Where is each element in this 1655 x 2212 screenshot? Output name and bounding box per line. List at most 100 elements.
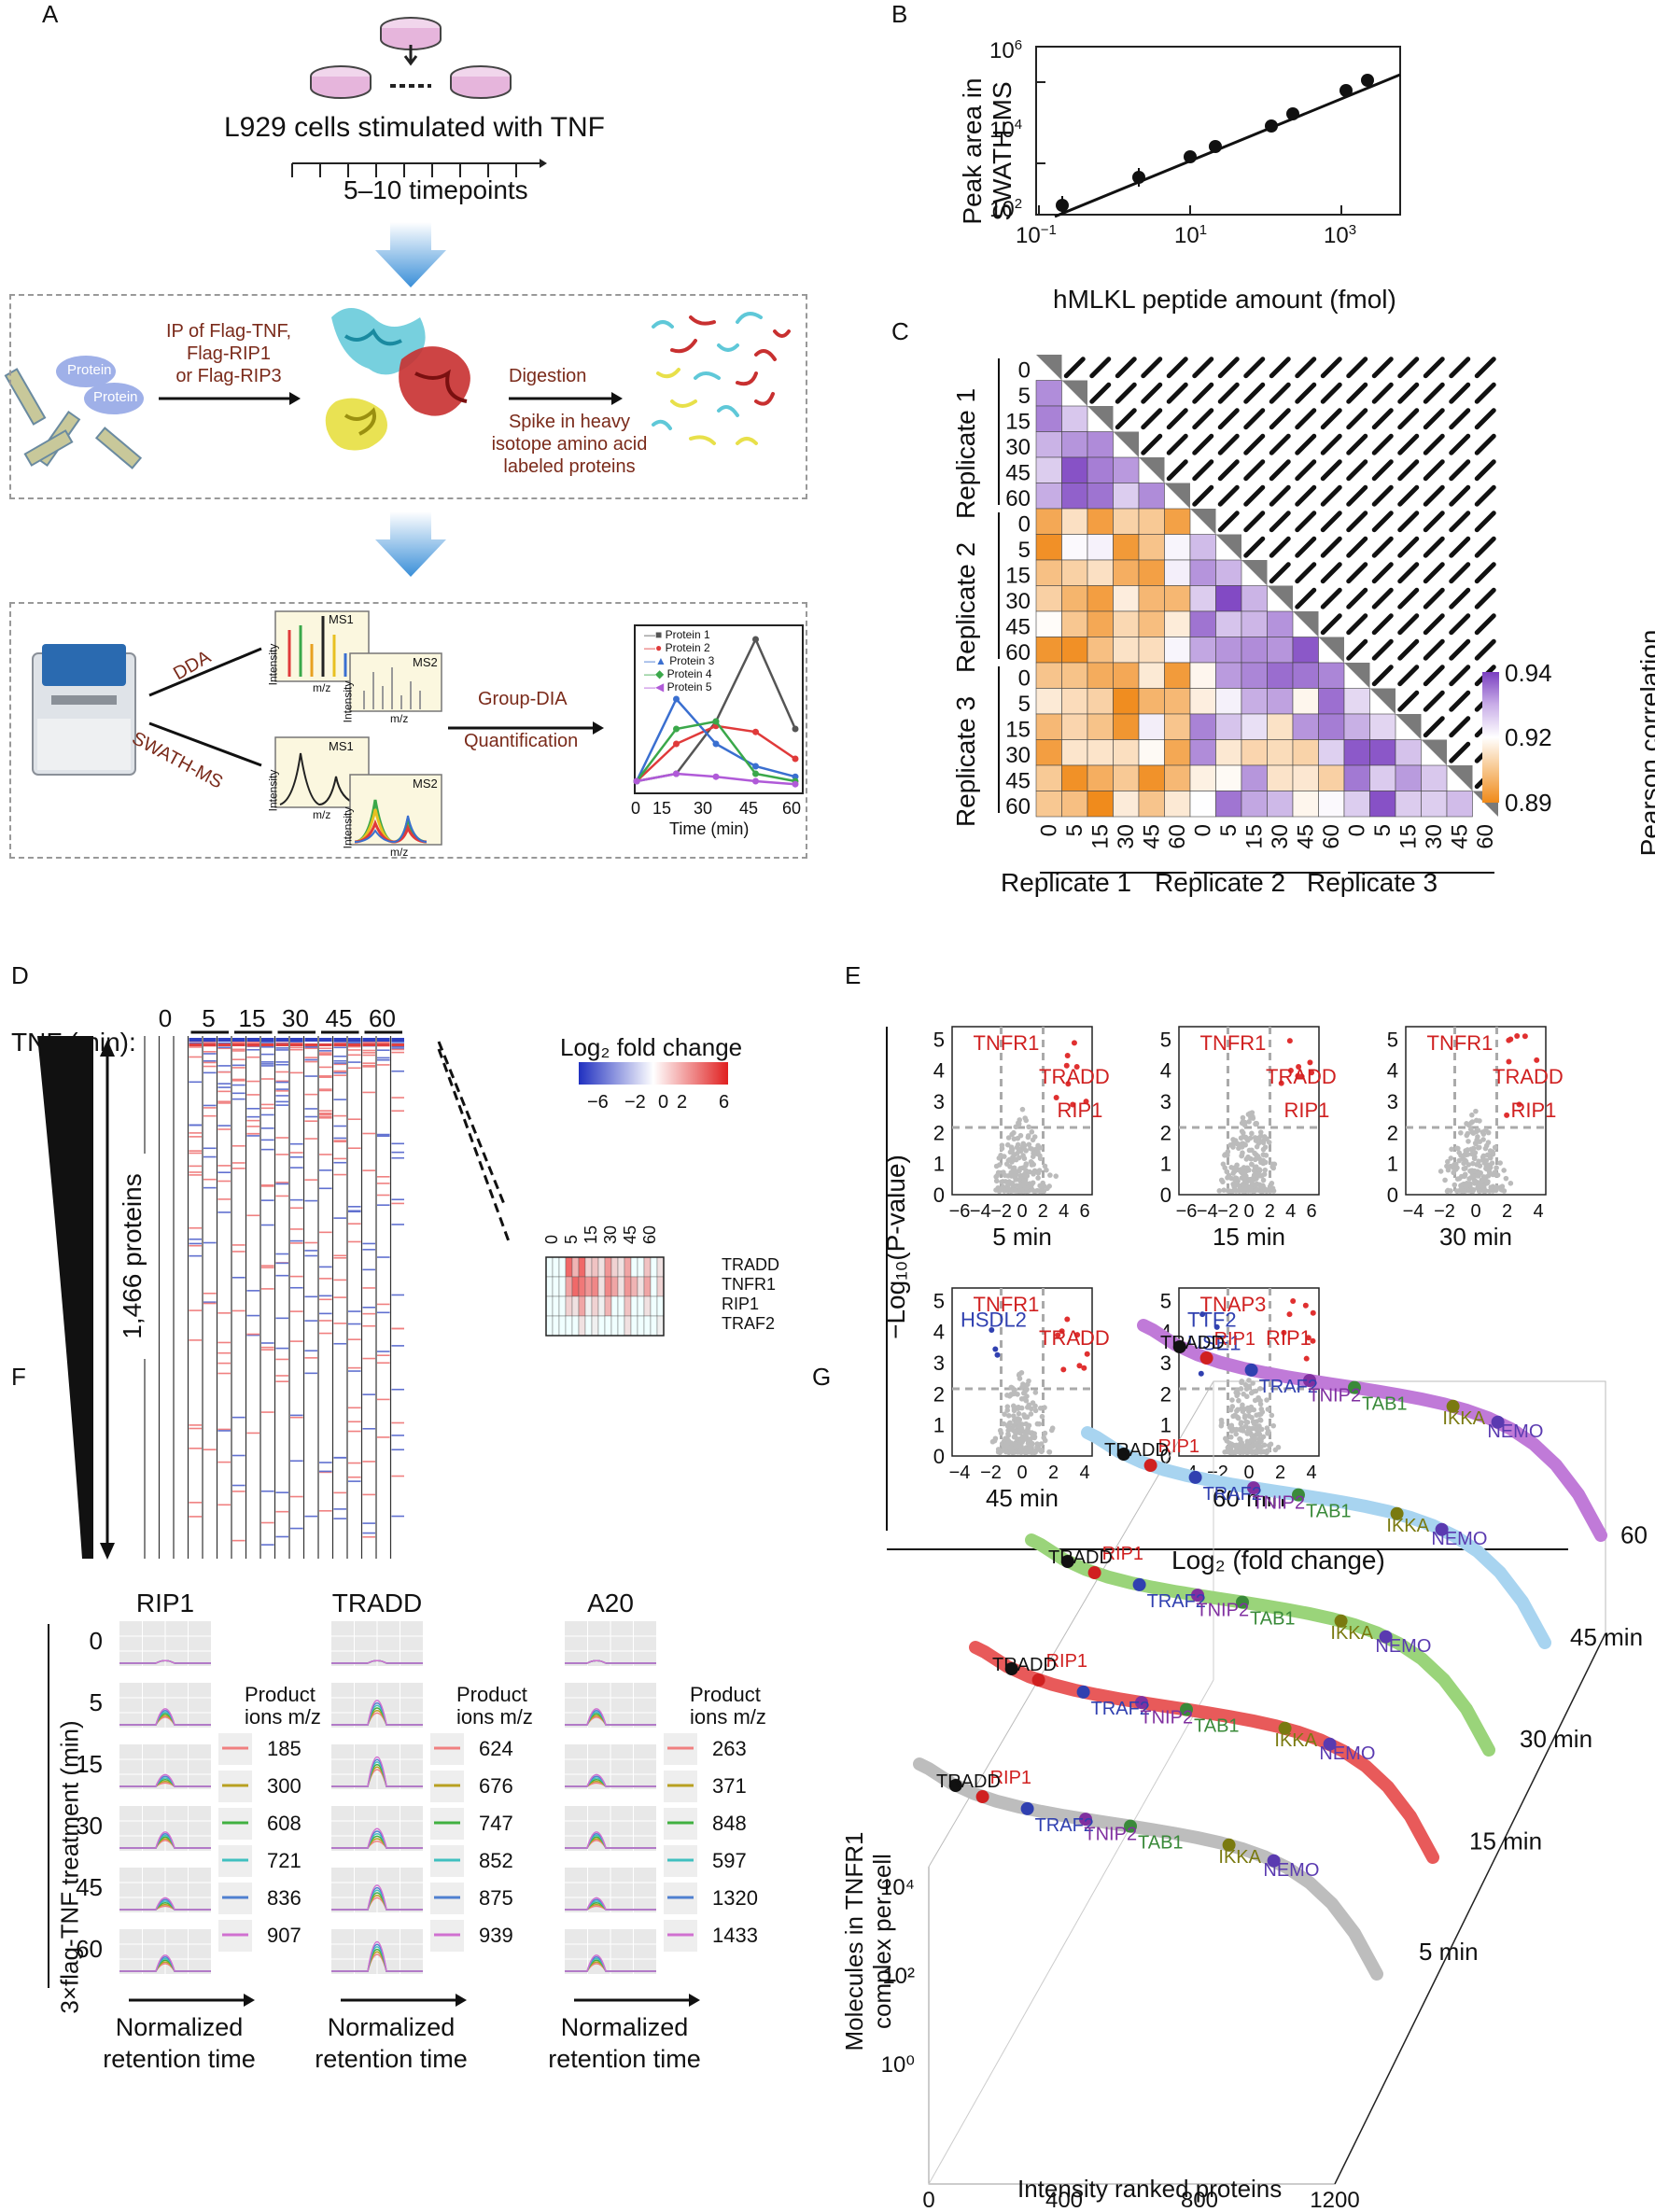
d-fold-mark: [203, 1301, 217, 1303]
g-protein-label: TNIP2: [1196, 1601, 1249, 1621]
d-fold-mark: [232, 1050, 245, 1052]
d-fold-mark: [246, 1042, 259, 1043]
d-fold-mark: [275, 1038, 288, 1042]
dda-ms2-spectrum: [349, 652, 442, 712]
volcano-point: [1021, 1171, 1027, 1178]
volcano-point: [1454, 1145, 1460, 1152]
d-fold-mark: [217, 1100, 231, 1103]
volcano-sig-point: [1514, 1033, 1521, 1040]
volcano-ytick: 0: [1160, 1445, 1171, 1468]
volcano-ytick: 3: [1160, 1351, 1171, 1375]
d-fold-mark: [217, 1312, 231, 1314]
d-fold-mark: [246, 1056, 259, 1058]
d-fold-mark: [275, 1347, 288, 1350]
volcano-point: [1508, 1181, 1514, 1186]
volcano-point: [1248, 1155, 1254, 1162]
scatter-mini: [1295, 382, 1317, 404]
volcano-point: [1017, 1376, 1023, 1381]
scatter-mini: [1243, 484, 1266, 507]
volcano-point: [1466, 1187, 1472, 1194]
d-fold-mark: [319, 1509, 332, 1512]
volcano-label: TRADD: [1039, 1065, 1110, 1088]
d-zoom-cell: [578, 1256, 586, 1278]
petri-dish-left: [310, 65, 372, 99]
d-fold-mark: [203, 1050, 217, 1053]
tc-legend-item: —◆ Protein 4: [644, 667, 712, 680]
volcano-point: [1233, 1431, 1240, 1437]
correlation-cell: [1035, 764, 1062, 791]
volcano-ytick: 4: [1160, 1059, 1171, 1083]
g-time-label: 15 min: [1469, 1827, 1542, 1855]
g-protein-label: TRADD: [1160, 1333, 1225, 1353]
d-fold-mark: [275, 1380, 288, 1382]
volcano-title: 45 min: [986, 1484, 1059, 1512]
d-fold-mark: [275, 1049, 288, 1051]
correlation-cell: [1113, 610, 1140, 637]
volcano-xtick: 0: [1017, 1201, 1027, 1222]
volcano-xtick: −2: [980, 1463, 1002, 1483]
d-fold-mark: [232, 1042, 245, 1043]
diagonal-cell: [1164, 483, 1190, 509]
tc-tick: 45: [739, 799, 759, 818]
volcano-point: [1016, 1146, 1021, 1152]
g-protein-marker: [1390, 1506, 1404, 1520]
d-fold-mark: [377, 1049, 390, 1052]
volcano-point: [1255, 1394, 1261, 1401]
d-fold-mark: [261, 1139, 274, 1141]
d-fold-mark: [391, 1421, 404, 1424]
g-protein-label: TNIP2: [1252, 1493, 1305, 1514]
correlation-cell: [1061, 405, 1088, 432]
f-ion-value: 300: [267, 1774, 302, 1798]
d-zoom-time: 45: [621, 1225, 639, 1244]
correlation-cell: [1164, 508, 1191, 535]
f-ion-value: 624: [479, 1737, 513, 1760]
volcano-point: [999, 1448, 1005, 1454]
volcano-point: [1244, 1442, 1250, 1448]
d-fold-mark: [217, 1180, 231, 1183]
d-fold-mark: [232, 1064, 245, 1067]
correlation-cell: [1292, 637, 1319, 664]
d-fold-mark: [232, 1079, 245, 1082]
d-fold-mark: [348, 1407, 361, 1409]
d-fold-mark: [319, 1075, 332, 1077]
d-fold-mark: [217, 1083, 231, 1085]
g-protein-marker: [1278, 1721, 1292, 1735]
volcano-point: [1023, 1148, 1029, 1154]
scatter-mini: [1397, 613, 1420, 636]
g-protein-label: TRAF2: [1147, 1591, 1206, 1612]
scatter-mini: [1320, 587, 1342, 609]
d-zoom-cell: [656, 1276, 665, 1297]
d-time-tick: 45: [326, 1004, 353, 1032]
scatter-mini: [1423, 638, 1445, 661]
volcano-xtick: 4: [1306, 1463, 1316, 1483]
scatter-mini: [1423, 433, 1445, 455]
d-fold-mark: [377, 1133, 390, 1136]
d-fold-mark: [290, 1239, 303, 1242]
volcano-point: [1270, 1422, 1277, 1429]
d-fold-mark: [319, 1266, 332, 1268]
scatter-mini: [1346, 638, 1368, 661]
g-xlabel: Intensity ranked proteins: [1017, 2175, 1283, 2203]
c-col-tick: 30: [1268, 824, 1293, 849]
d-fold-mark: [189, 1238, 202, 1240]
c-col-tick: 0: [1191, 824, 1216, 836]
d-fold-mark: [377, 1038, 390, 1042]
correlation-cell: [1061, 534, 1088, 561]
correlation-cell: [1113, 739, 1140, 766]
c-col-tick: 45: [1294, 824, 1319, 849]
correlation-cell: [1035, 431, 1062, 458]
volcano-point: [1249, 1147, 1255, 1154]
c-col-tick: 15: [1242, 824, 1268, 849]
correlation-cell: [1061, 637, 1088, 664]
volcano-point: [1485, 1129, 1492, 1136]
d-fold-mark: [203, 1241, 217, 1244]
scatter-mini: [1371, 562, 1394, 584]
volcano-point: [1233, 1442, 1240, 1449]
volcano-point: [1474, 1137, 1480, 1143]
volcano-point: [1223, 1435, 1228, 1442]
correlation-cell: [1164, 764, 1191, 791]
volcano-label: TRADD: [1039, 1326, 1110, 1350]
d-fold-mark: [203, 1038, 217, 1042]
volcano-point: [1044, 1167, 1049, 1173]
volcano-point: [1016, 1176, 1022, 1183]
